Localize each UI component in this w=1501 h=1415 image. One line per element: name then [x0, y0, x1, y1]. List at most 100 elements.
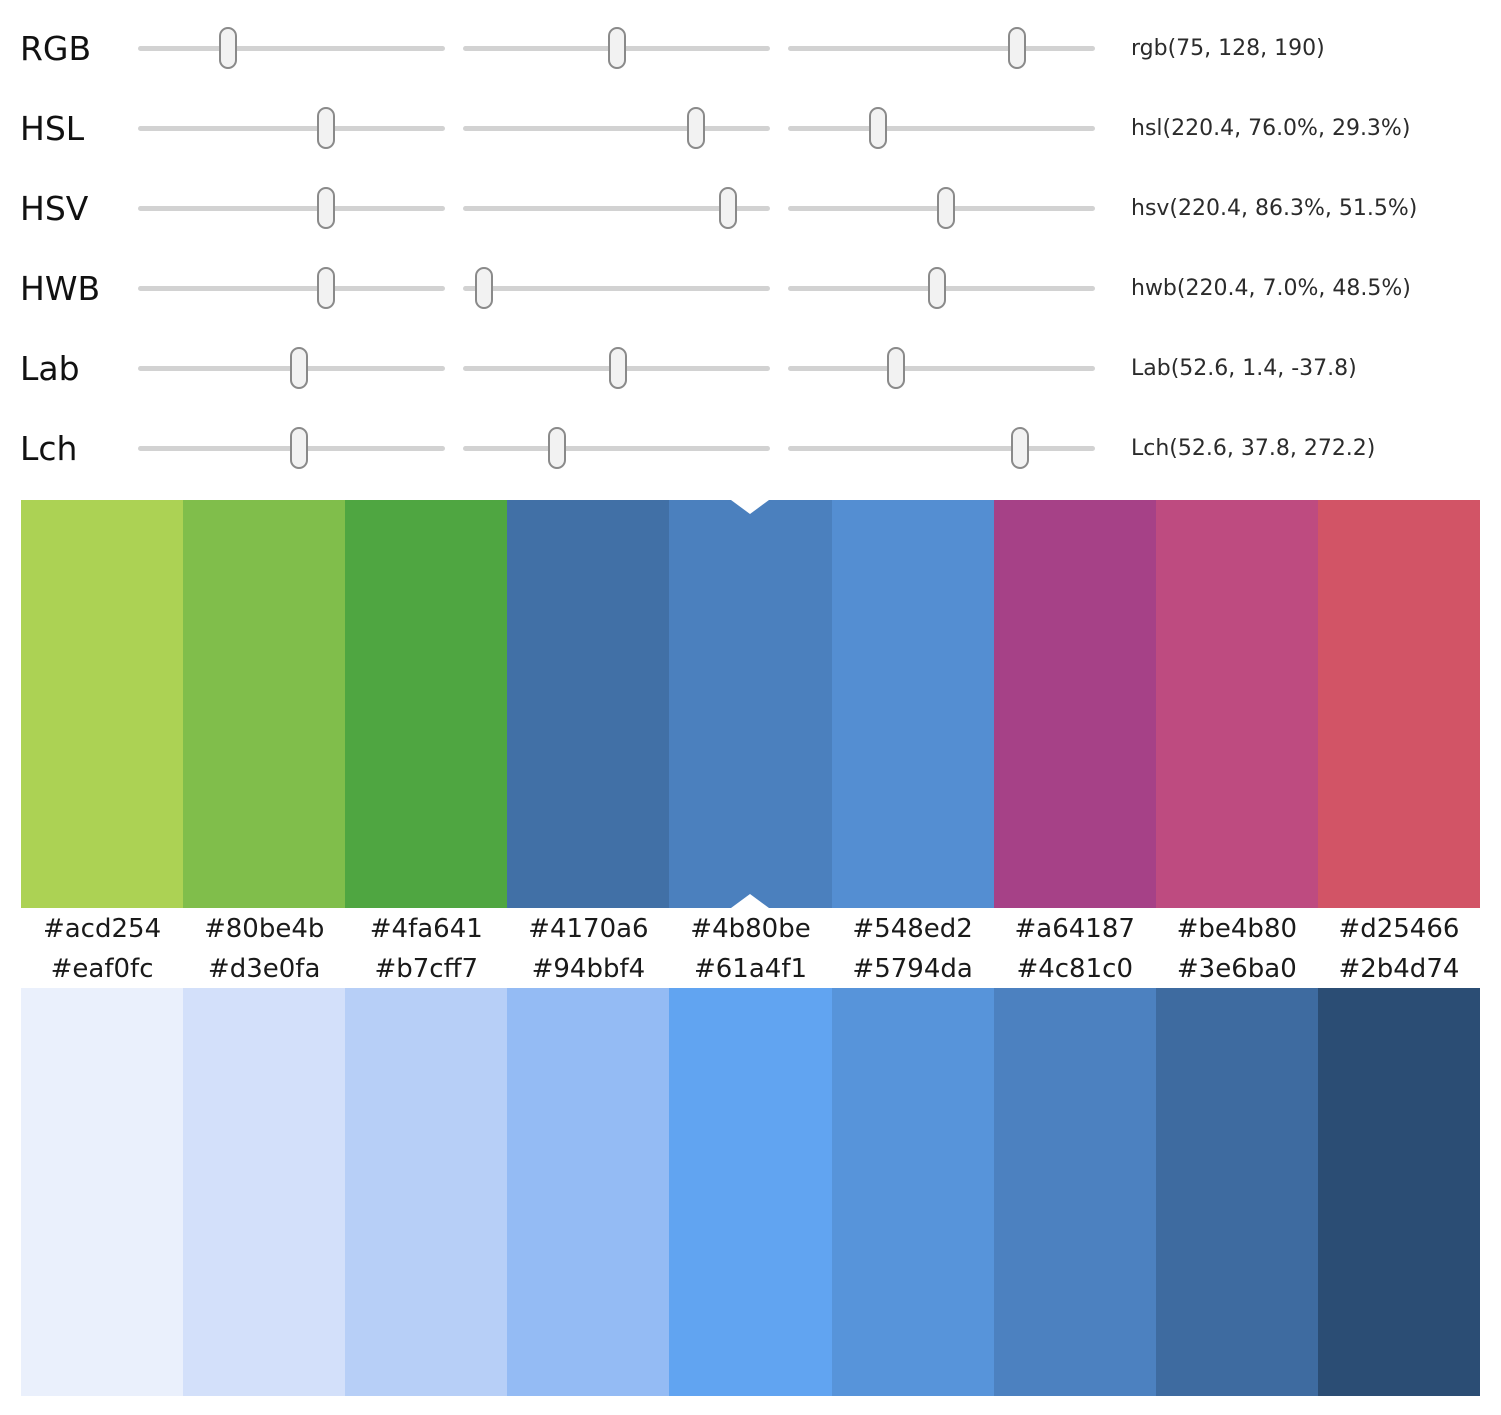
palette-swatch[interactable]	[1155, 500, 1318, 908]
shade-swatch[interactable]	[669, 988, 832, 1396]
lch-h-slider-thumb[interactable]	[1011, 427, 1030, 469]
palette-swatch[interactable]	[21, 500, 184, 908]
selected-swatch-caret-bottom-icon	[731, 894, 770, 908]
slider-row-label-lch: Lch	[20, 428, 78, 468]
palette-hex-label: #a64187	[1014, 914, 1135, 944]
hsv-h-slider-thumb[interactable]	[316, 187, 335, 229]
palette-swatch[interactable]	[993, 500, 1156, 908]
palette-hex-label: #548ed2	[852, 914, 973, 944]
palette-hex-label: #acd254	[42, 914, 162, 944]
shade-swatch[interactable]	[507, 988, 670, 1396]
lch-l-slider-track[interactable]	[138, 424, 445, 472]
hwb-h-slider-thumb[interactable]	[316, 267, 335, 309]
lab-b-slider-track[interactable]	[788, 344, 1095, 392]
slider-rail	[788, 365, 1095, 371]
hsv-s-slider-track[interactable]	[463, 184, 770, 232]
hsl-s-slider-thumb[interactable]	[687, 107, 706, 149]
lch-value-text: Lch(52.6, 37.8, 272.2)	[1131, 435, 1376, 461]
shade-swatch[interactable]	[345, 988, 508, 1396]
rgb-r-slider-track[interactable]	[138, 24, 445, 72]
palette-hex-label: #4fa641	[369, 914, 483, 944]
slider-row-label-lab: Lab	[20, 348, 80, 388]
shade-hex-label: #4c81c0	[1016, 954, 1133, 984]
palette-hex-label: #80be4b	[203, 914, 325, 944]
shade-strip	[21, 988, 1480, 1396]
shade-swatch[interactable]	[831, 988, 994, 1396]
hwb-b-slider-thumb[interactable]	[927, 267, 946, 309]
lch-c-slider-track[interactable]	[463, 424, 770, 472]
palette-hex-label: #d25466	[1338, 914, 1460, 944]
shade-swatch[interactable]	[1155, 988, 1318, 1396]
shade-swatch[interactable]	[21, 988, 184, 1396]
lch-l-slider-thumb[interactable]	[290, 427, 309, 469]
lab-a-slider-thumb[interactable]	[609, 347, 628, 389]
shade-hex-label: #b7cff7	[374, 954, 479, 984]
lab-l-slider-track[interactable]	[138, 344, 445, 392]
palette-strip	[21, 500, 1480, 908]
palette-swatch-selected[interactable]	[669, 500, 832, 908]
hwb-h-slider-track[interactable]	[138, 264, 445, 312]
hsl-value-text: hsl(220.4, 76.0%, 29.3%)	[1131, 115, 1411, 141]
hsv-h-slider-track[interactable]	[138, 184, 445, 232]
slider-rail	[138, 205, 445, 211]
hsl-l-slider-thumb[interactable]	[868, 107, 887, 149]
hwb-w-slider-thumb[interactable]	[475, 267, 494, 309]
palette-swatch[interactable]	[1317, 500, 1480, 908]
palette-swatch[interactable]	[507, 500, 670, 908]
slider-row-lch: Lch Lch(52.6, 37.8, 272.2)	[0, 408, 1501, 488]
hsl-l-slider-track[interactable]	[788, 104, 1095, 152]
shade-hex-label: #2b4d74	[1338, 954, 1460, 984]
slider-row-hsl: HSL hsl(220.4, 76.0%, 29.3%)	[0, 88, 1501, 168]
slider-row-rgb: RGB rgb(75, 128, 190)	[0, 8, 1501, 88]
shade-hex-label: #eaf0fc	[50, 954, 154, 984]
palette-section: #acd254 #80be4b #4fa641 #4170a6 #4b80be …	[21, 500, 1480, 1396]
hsv-v-slider-track[interactable]	[788, 184, 1095, 232]
hsv-s-slider-thumb[interactable]	[718, 187, 737, 229]
hwb-b-slider-track[interactable]	[788, 264, 1095, 312]
hsl-s-slider-track[interactable]	[463, 104, 770, 152]
slider-row-label-rgb: RGB	[20, 28, 92, 68]
lab-a-slider-track[interactable]	[463, 344, 770, 392]
slider-row-label-hwb: HWB	[20, 268, 101, 308]
shade-swatch[interactable]	[183, 988, 346, 1396]
slider-rail	[138, 285, 445, 291]
hsl-h-slider-track[interactable]	[138, 104, 445, 152]
lch-h-slider-track[interactable]	[788, 424, 1095, 472]
shade-swatch[interactable]	[993, 988, 1156, 1396]
shade-hex-label: #61a4f1	[693, 954, 808, 984]
rgb-r-slider-thumb[interactable]	[219, 27, 238, 69]
slider-rail	[138, 45, 445, 51]
rgb-b-slider-thumb[interactable]	[1007, 27, 1026, 69]
lab-b-slider-thumb[interactable]	[887, 347, 906, 389]
slider-rail	[788, 125, 1095, 131]
rgb-b-slider-track[interactable]	[788, 24, 1095, 72]
hwb-value-text: hwb(220.4, 7.0%, 48.5%)	[1131, 275, 1411, 301]
slider-rail	[463, 285, 770, 291]
palette-swatch[interactable]	[831, 500, 994, 908]
shade-hex-labels: #eaf0fc #d3e0fa #b7cff7 #94bbf4 #61a4f1 …	[21, 950, 1480, 988]
slider-rail	[463, 205, 770, 211]
slider-rail	[463, 125, 770, 131]
hsv-v-slider-thumb[interactable]	[937, 187, 956, 229]
palette-swatch[interactable]	[183, 500, 346, 908]
shade-hex-label: #94bbf4	[531, 954, 646, 984]
slider-row-hsv: HSV hsv(220.4, 86.3%, 51.5%)	[0, 168, 1501, 248]
shade-swatch[interactable]	[1317, 988, 1480, 1396]
palette-swatch[interactable]	[345, 500, 508, 908]
slider-rail	[138, 125, 445, 131]
slider-rail	[788, 445, 1095, 451]
rgb-g-slider-thumb[interactable]	[608, 27, 627, 69]
slider-rail	[788, 45, 1095, 51]
shade-hex-label: #5794da	[852, 954, 973, 984]
lch-c-slider-thumb[interactable]	[547, 427, 566, 469]
shade-hex-label: #d3e0fa	[207, 954, 321, 984]
slider-row-label-hsv: HSV	[20, 188, 89, 228]
rgb-g-slider-track[interactable]	[463, 24, 770, 72]
palette-hex-labels: #acd254 #80be4b #4fa641 #4170a6 #4b80be …	[21, 908, 1480, 950]
palette-hex-label: #4b80be	[690, 914, 811, 944]
slider-rail	[463, 445, 770, 451]
hsl-h-slider-thumb[interactable]	[316, 107, 335, 149]
lab-l-slider-thumb[interactable]	[290, 347, 309, 389]
hwb-w-slider-track[interactable]	[463, 264, 770, 312]
